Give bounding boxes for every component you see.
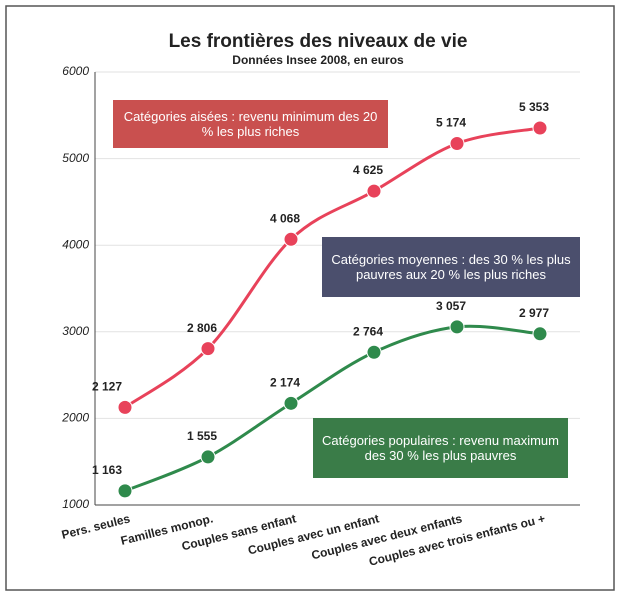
chart-title: Les frontières des niveaux de vie	[169, 31, 468, 52]
data-label: 2 806	[187, 321, 217, 335]
point	[532, 326, 548, 342]
y-tick-label: 5000	[62, 151, 89, 165]
point	[366, 344, 382, 360]
data-label: 1 163	[92, 463, 122, 477]
data-label: 2 127	[92, 380, 122, 394]
point	[283, 395, 299, 411]
y-tick-label: 1000	[62, 497, 89, 511]
point	[366, 183, 382, 199]
legend-box: Catégories populaires : revenu maximum d…	[313, 418, 568, 478]
point	[283, 231, 299, 247]
point	[117, 483, 133, 499]
point	[200, 449, 216, 465]
point	[532, 120, 548, 136]
chart-subtitle: Données Insee 2008, en euros	[232, 53, 404, 67]
y-tick-label: 2000	[61, 411, 89, 425]
data-label: 2 764	[353, 324, 383, 338]
y-tick-label: 6000	[62, 64, 89, 78]
data-label: 5 174	[436, 116, 466, 130]
point	[117, 399, 133, 415]
frame	[5, 5, 615, 591]
point	[449, 319, 465, 335]
data-label: 5 353	[519, 100, 549, 114]
annotation-box: Catégories moyennes : des 30 % les plus …	[322, 237, 580, 297]
series-line	[124, 324, 541, 493]
y-tick-label: 4000	[62, 237, 89, 251]
data-label: 1 555	[187, 429, 217, 443]
point	[449, 136, 465, 152]
data-label: 3 057	[436, 299, 466, 313]
data-label: 4 625	[353, 163, 383, 177]
data-label: 2 977	[519, 306, 549, 320]
y-tick-label: 3000	[62, 324, 89, 338]
data-label: 2 174	[270, 376, 300, 390]
legend-box: Catégories aisées : revenu minimum des 2…	[113, 100, 388, 148]
data-label: 4 068	[270, 211, 300, 225]
point	[200, 341, 216, 357]
